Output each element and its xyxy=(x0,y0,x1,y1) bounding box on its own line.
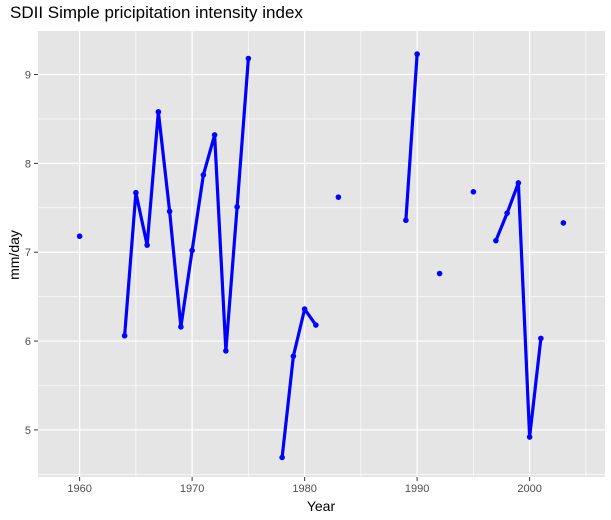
data-point xyxy=(560,220,567,226)
x-axis: 1960 1970 1980 1990 2000 xyxy=(67,477,542,495)
chart-title: SDII Simple pricipitation intensity inde… xyxy=(10,3,303,22)
data-point xyxy=(223,348,229,354)
data-point xyxy=(403,217,409,224)
data-point xyxy=(335,194,342,200)
y-tick-label: 7 xyxy=(25,247,31,259)
data-point xyxy=(144,242,150,248)
data-point xyxy=(526,434,533,440)
series-line-segment xyxy=(280,307,318,460)
data-point xyxy=(121,332,128,339)
x-tick-label: 1980 xyxy=(292,483,316,495)
data-point xyxy=(313,322,319,328)
data-point xyxy=(470,189,477,195)
data-point xyxy=(200,172,207,178)
data-point xyxy=(504,210,510,216)
data-point xyxy=(290,353,297,359)
y-tick-label: 6 xyxy=(25,336,31,348)
data-point xyxy=(414,51,420,57)
data-point xyxy=(211,132,218,138)
data-point xyxy=(436,270,443,277)
data-point xyxy=(245,55,252,62)
series-line-segment xyxy=(404,52,419,222)
x-axis-title: Year xyxy=(307,498,336,514)
y-axis: 5 6 7 8 9 xyxy=(25,70,38,437)
data-point xyxy=(234,204,240,210)
data-point xyxy=(189,247,195,254)
data-point xyxy=(76,233,83,240)
data-point xyxy=(279,454,285,461)
y-tick-label: 9 xyxy=(25,70,31,82)
data-point xyxy=(515,180,522,186)
y-axis-title: mm/day xyxy=(6,230,22,280)
series-line-segment xyxy=(123,56,250,353)
data-point xyxy=(493,237,499,244)
data-point xyxy=(538,335,544,342)
series-points xyxy=(76,51,567,461)
data-point xyxy=(301,306,308,312)
x-tick-label: 2000 xyxy=(517,483,541,495)
x-tick-label: 1990 xyxy=(405,483,429,495)
y-tick-label: 8 xyxy=(25,158,31,170)
x-tick-label: 1970 xyxy=(180,483,204,495)
y-tick-label: 5 xyxy=(25,425,31,437)
data-point xyxy=(133,189,139,196)
x-tick-label: 1960 xyxy=(67,483,91,495)
data-point xyxy=(155,109,162,115)
data-point xyxy=(166,208,173,215)
data-point xyxy=(178,324,184,330)
